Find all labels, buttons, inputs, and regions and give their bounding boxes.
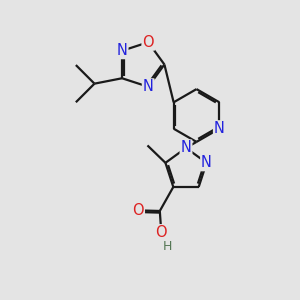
Text: N: N	[143, 79, 154, 94]
Text: H: H	[163, 240, 172, 253]
Text: O: O	[155, 225, 167, 240]
Text: O: O	[132, 203, 144, 218]
Text: O: O	[142, 35, 154, 50]
Text: N: N	[214, 121, 225, 136]
Text: N: N	[201, 155, 212, 170]
Text: N: N	[181, 140, 191, 155]
Text: N: N	[117, 43, 128, 58]
